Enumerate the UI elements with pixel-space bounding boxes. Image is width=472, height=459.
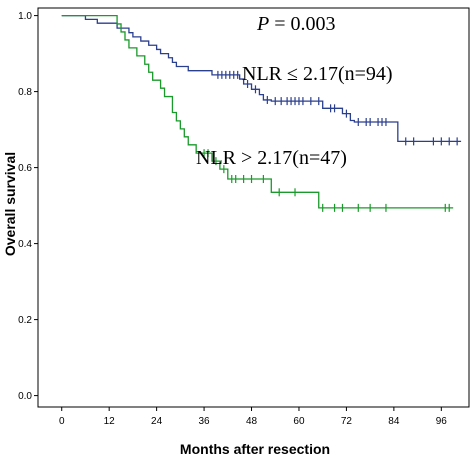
x-tick-label: 12 [104, 416, 116, 427]
x-tick-label: 48 [246, 416, 258, 427]
x-tick-label: 0 [59, 416, 65, 427]
group2-label: NLR > 2.17(n=47) [196, 147, 347, 169]
y-tick-label: 1.0 [18, 11, 32, 22]
y-tick-label: 0.0 [18, 391, 32, 402]
group1-label: NLR ≤ 2.17(n=94) [242, 63, 393, 85]
x-axis-ticks: 0 12 24 36 48 60 72 84 96 [59, 407, 447, 427]
p-value-text: = 0.003 [269, 13, 335, 35]
y-axis-ticks: 0.0 0.2 0.4 0.6 0.8 1.0 [18, 11, 38, 402]
y-tick-label: 0.6 [18, 163, 32, 174]
y-tick-label: 0.4 [18, 239, 32, 250]
x-tick-label: 72 [341, 416, 353, 427]
p-value-annotation: P = 0.003 [256, 13, 336, 35]
y-axis-label: Overall survival [2, 152, 18, 256]
x-tick-label: 96 [436, 416, 448, 427]
y-tick-label: 0.2 [18, 315, 32, 326]
p-value-label: P [256, 13, 269, 35]
series-1 [61, 14, 462, 146]
series-2-line [61, 14, 454, 209]
x-tick-label: 60 [293, 416, 305, 427]
x-tick-label: 36 [199, 416, 211, 427]
series-layer [61, 14, 462, 212]
plot-frame [37, 7, 470, 408]
y-tick-label: 0.8 [18, 87, 32, 98]
x-tick-label: 84 [388, 416, 400, 427]
x-tick-label: 24 [151, 416, 163, 427]
x-axis-label: Months after resection [180, 441, 330, 457]
series-2 [61, 14, 454, 212]
